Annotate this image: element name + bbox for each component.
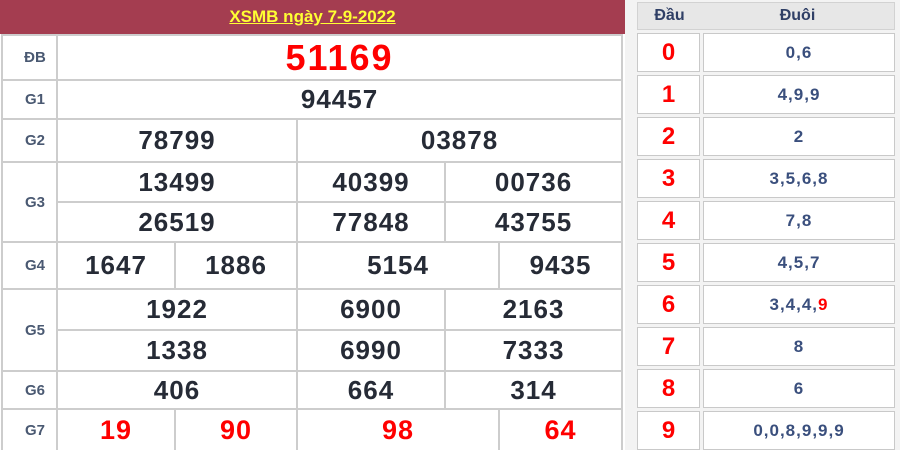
duoi-values: 4,5,7 bbox=[703, 243, 895, 282]
prize-cell: 13499 bbox=[56, 161, 298, 203]
prize-cell: 6990 bbox=[296, 329, 446, 372]
row-g3-1: G3 13499 40399 00736 bbox=[1, 161, 624, 243]
head-tail-row-7: 7 8 bbox=[637, 327, 895, 366]
dau-digit: 0 bbox=[637, 33, 700, 72]
head-tail-panel: Đầu Đuôi 0 0,6 1 4,9,9 2 2 3 3,5,6,8 4 7… bbox=[637, 2, 895, 450]
prize-cell: 03878 bbox=[295, 118, 624, 163]
duoi-values: 0,6 bbox=[703, 33, 895, 72]
dau-digit: 7 bbox=[637, 327, 700, 366]
row-label-g1: G1 bbox=[1, 79, 58, 120]
row-g7: G7 19 90 98 64 bbox=[1, 408, 624, 450]
prize-cell: 00736 bbox=[443, 161, 624, 203]
prize-cell: 1922 bbox=[56, 288, 298, 331]
dau-digit: 2 bbox=[637, 117, 700, 156]
duoi-text: 0,0,8,9,9,9 bbox=[753, 420, 845, 440]
prize-cell: 1338 bbox=[56, 329, 298, 372]
page-title[interactable]: XSMB ngày 7-9-2022 bbox=[229, 7, 396, 26]
dau-digit: 1 bbox=[637, 75, 700, 114]
row-label-g3: G3 bbox=[1, 161, 58, 243]
head-tail-header: Đầu Đuôi bbox=[637, 2, 895, 30]
head-tail-row-5: 5 4,5,7 bbox=[637, 243, 895, 282]
duoi-values: 8 bbox=[703, 327, 895, 366]
prize-cell: 7333 bbox=[443, 329, 624, 372]
dau-digit: 9 bbox=[637, 411, 700, 450]
duoi-text: 4,9,9 bbox=[777, 84, 821, 104]
prize-cell: 1886 bbox=[174, 241, 298, 290]
row-g4: G4 1647 1886 5154 9435 bbox=[1, 241, 624, 290]
row-label-g6: G6 bbox=[1, 370, 58, 410]
prize-cell: 5154 bbox=[296, 241, 500, 290]
row-label-g2: G2 bbox=[1, 118, 58, 163]
duoi-text: 3,4,4, bbox=[769, 294, 819, 314]
duoi-text: 8 bbox=[793, 336, 805, 356]
duoi-text: 3,5,6,8 bbox=[769, 168, 829, 188]
prize-cell: 6900 bbox=[296, 288, 446, 331]
dau-digit: 3 bbox=[637, 159, 700, 198]
prize-cell: 19 bbox=[56, 408, 176, 450]
dau-digit: 5 bbox=[637, 243, 700, 282]
duoi-text: 6 bbox=[793, 378, 805, 398]
duoi-values: 3,4,4, 9 bbox=[703, 285, 895, 324]
row-g3-2: 26519 77848 43755 bbox=[2, 201, 624, 243]
head-tail-row-2: 2 2 bbox=[637, 117, 895, 156]
duoi-values: 7,8 bbox=[703, 201, 895, 240]
duoi-values: 6 bbox=[703, 369, 895, 408]
column-header-duoi: Đuôi bbox=[779, 7, 816, 24]
prize-cell: 40399 bbox=[296, 161, 446, 203]
dau-digit: 4 bbox=[637, 201, 700, 240]
duoi-values: 4,9,9 bbox=[703, 75, 895, 114]
duoi-values: 0,0,8,9,9,9 bbox=[703, 411, 895, 450]
duoi-values: 3,5,6,8 bbox=[703, 159, 895, 198]
prize-cell: 1647 bbox=[56, 241, 176, 290]
dau-digit: 8 bbox=[637, 369, 700, 408]
head-tail-row-1: 1 4,9,9 bbox=[637, 75, 895, 114]
prize-table: ĐB 51169 G1 94457 G2 78799 03878 G3 1349… bbox=[1, 34, 624, 450]
column-header-dau: Đầu bbox=[654, 7, 685, 24]
row-g6: G6 406 664 314 bbox=[1, 370, 624, 410]
duoi-text: 0,6 bbox=[785, 42, 813, 62]
duoi-highlight-text: 9 bbox=[818, 294, 829, 314]
duoi-values: 2 bbox=[703, 117, 895, 156]
duoi-text: 2 bbox=[793, 126, 805, 146]
row-g1: G1 94457 bbox=[1, 79, 624, 120]
prize-cell: 9435 bbox=[497, 241, 624, 290]
head-tail-row-0: 0 0,6 bbox=[637, 33, 895, 72]
prize-cell: 77848 bbox=[296, 201, 446, 243]
head-tail-row-6: 6 3,4,4, 9 bbox=[637, 285, 895, 324]
prize-cell: 2163 bbox=[443, 288, 624, 331]
prize-cell: 314 bbox=[443, 370, 624, 410]
duoi-text: 4,5,7 bbox=[777, 252, 821, 272]
prize-cell: 43755 bbox=[443, 201, 624, 243]
prize-cell: 664 bbox=[296, 370, 446, 410]
prize-cell: 406 bbox=[56, 370, 298, 410]
row-db: ĐB 51169 bbox=[1, 34, 624, 81]
row-g2: G2 78799 03878 bbox=[1, 118, 624, 163]
dau-digit: 6 bbox=[637, 285, 700, 324]
prize-cell: 98 bbox=[296, 408, 500, 450]
prize-cell-db: 51169 bbox=[55, 34, 624, 81]
head-tail-row-3: 3 3,5,6,8 bbox=[637, 159, 895, 198]
prize-cell: 78799 bbox=[56, 118, 298, 163]
prize-cell: 64 bbox=[497, 408, 624, 450]
row-g5-2: 1338 6990 7333 bbox=[2, 329, 624, 372]
row-g5-1: G5 1922 6900 2163 bbox=[1, 288, 624, 372]
head-tail-row-9: 9 0,0,8,9,9,9 bbox=[637, 411, 895, 450]
row-label-db: ĐB bbox=[1, 34, 58, 81]
duoi-text: 7,8 bbox=[785, 210, 813, 230]
prize-cell: 26519 bbox=[56, 201, 298, 243]
prize-cell: 90 bbox=[174, 408, 298, 450]
row-label-g5: G5 bbox=[1, 288, 58, 372]
head-tail-row-4: 4 7,8 bbox=[637, 201, 895, 240]
prize-panel: XSMB ngày 7-9-2022 ĐB 51169 G1 94457 G2 … bbox=[0, 0, 625, 450]
row-label-g7: G7 bbox=[1, 408, 58, 450]
title-bar: XSMB ngày 7-9-2022 bbox=[0, 0, 625, 34]
row-label-g4: G4 bbox=[1, 241, 58, 290]
head-tail-row-8: 8 6 bbox=[637, 369, 895, 408]
prize-cell-g1: 94457 bbox=[55, 79, 624, 120]
